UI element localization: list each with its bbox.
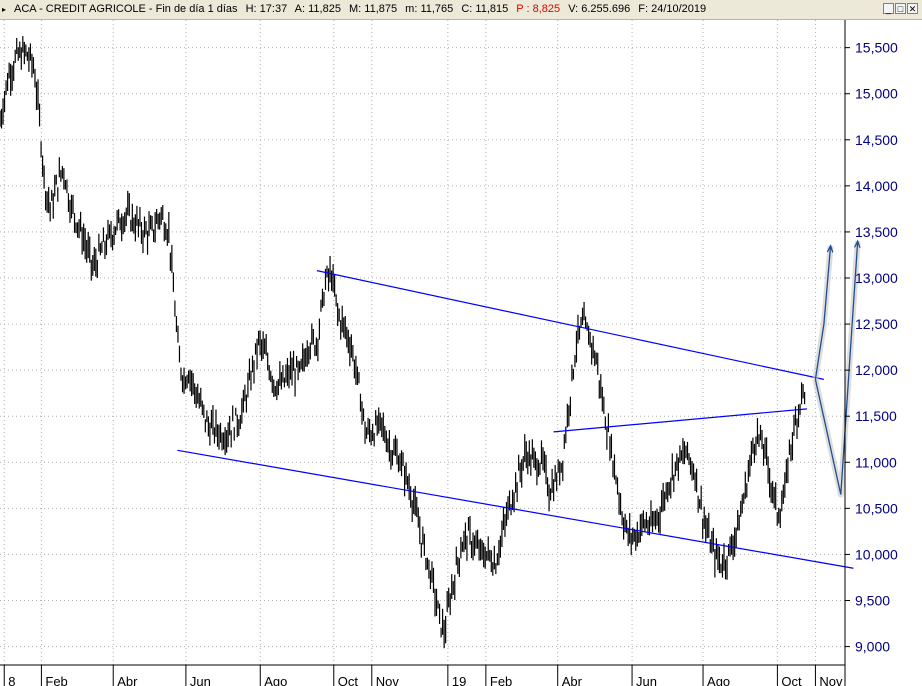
open-value: A: 11,825 <box>294 3 341 15</box>
close-button[interactable]: ✕ <box>907 3 918 14</box>
window-marker-icon: ▸ <box>2 5 7 14</box>
price-tick-label: 13,000 <box>855 270 898 286</box>
trendline-upper <box>316 270 825 380</box>
title-text: ACA - CREDIT AGRICOLE - Fin de día 1 día… <box>14 0 711 19</box>
price-tick-label: 13,500 <box>855 224 898 240</box>
date-tick-label: Abr <box>117 674 138 686</box>
date-tick-label: Jun <box>190 674 211 686</box>
date-value: F: 24/10/2019 <box>638 3 707 15</box>
price-chart[interactable]: 9,000 9,500 10,000 10,500 11,000 11,500 12,000… <box>0 20 922 686</box>
projection-arrow <box>814 245 832 380</box>
arrow-head <box>853 239 861 248</box>
date-tick-label: Jun <box>636 674 657 686</box>
minimize-button[interactable]: _ <box>883 3 894 14</box>
price-tick-label: 9,500 <box>855 593 890 609</box>
date-tick-label: Nov <box>376 674 400 686</box>
arrow-head <box>826 244 834 253</box>
window-buttons: _ □ ✕ <box>883 3 918 14</box>
price-tick-label: 12,000 <box>855 362 898 378</box>
price-tick-label: 15,000 <box>855 86 898 102</box>
projection-arrow-shadow <box>812 240 861 498</box>
price-tick-label: 10,000 <box>855 546 898 562</box>
date-tick-label: Abr <box>562 674 583 686</box>
projection-arrow <box>814 241 859 495</box>
volume-value: V: 6.255.696 <box>568 3 631 15</box>
percent-change: P : 8,825 <box>516 3 561 15</box>
date-tick-label: Oct <box>338 674 359 686</box>
price-tick-label: 14,500 <box>855 132 898 148</box>
trendline-inner <box>553 408 808 433</box>
maximize-button[interactable]: □ <box>895 3 906 14</box>
high-time: H: 17:37 <box>245 3 288 15</box>
price-tick-label: 10,500 <box>855 500 898 516</box>
close-value: C: 11,815 <box>461 3 509 15</box>
chart-title-bar: ▸ ACA - CREDIT AGRICOLE - Fin de día 1 d… <box>0 0 922 20</box>
price-series <box>0 36 806 649</box>
date-tick-label: Nov <box>819 674 843 686</box>
date-tick-label: Oct <box>781 674 802 686</box>
date-tick-label: Feb <box>490 674 512 686</box>
date-tick-label: 8 <box>8 674 15 686</box>
projection-arrows <box>812 239 861 498</box>
date-tick-label: Feb <box>45 674 67 686</box>
trendlines <box>177 270 854 569</box>
price-axis: 9,000 9,500 10,000 10,500 11,000 11,500 12,000… <box>844 20 898 686</box>
min-value: m: 11,765 <box>405 3 454 15</box>
grid <box>0 20 845 665</box>
date-tick-label: Ago <box>264 674 287 686</box>
price-tick-label: 11,500 <box>855 408 897 424</box>
instrument-title: ACA - CREDIT AGRICOLE - Fin de día 1 día… <box>14 3 238 15</box>
price-tick-label: 11,000 <box>855 454 897 470</box>
date-tick-label: Ago <box>707 674 730 686</box>
date-tick-label: 19 <box>452 674 466 686</box>
price-tick-label: 12,500 <box>855 316 898 332</box>
trendline-lower <box>177 449 854 569</box>
price-tick-label: 15,500 <box>855 40 898 56</box>
price-tick-label: 14,000 <box>855 178 898 194</box>
price-tick-label: 9,000 <box>855 639 890 655</box>
max-value: M: 11,875 <box>349 3 398 15</box>
date-axis: 8 Feb Abr Jun Ago Oct Nov 19 Feb Abr Jun Ago Oct Nov <box>0 664 845 686</box>
